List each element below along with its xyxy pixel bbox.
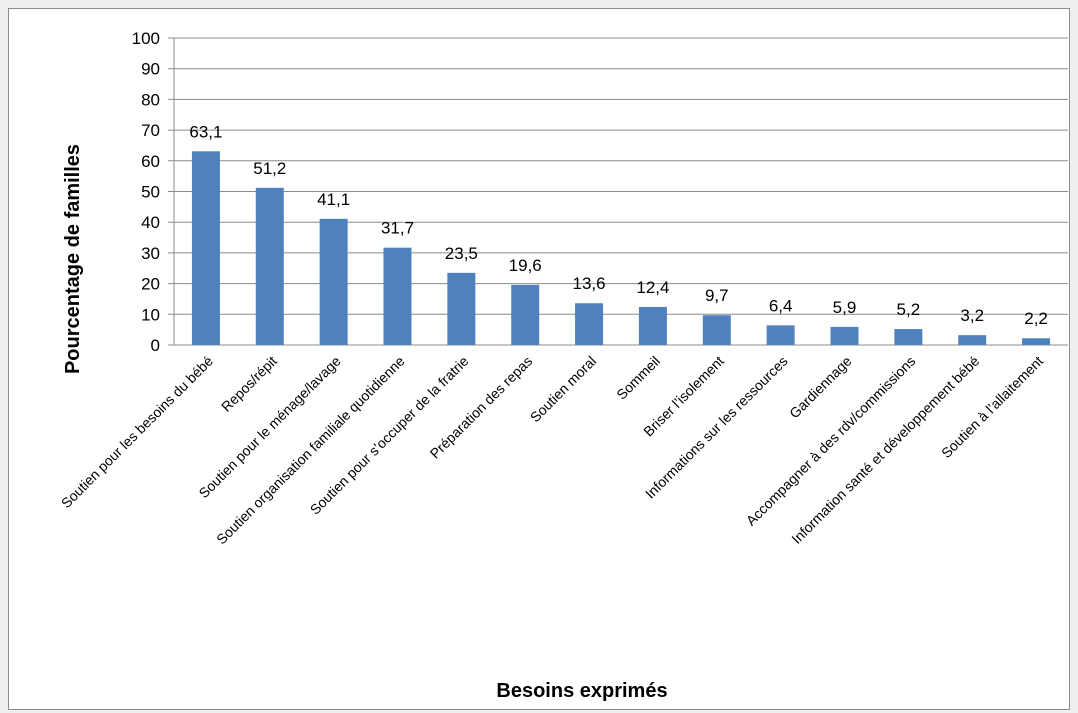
y-tick-label: 70	[141, 121, 160, 140]
data-label: 9,7	[705, 286, 729, 305]
bar	[703, 315, 731, 345]
bar	[384, 248, 412, 345]
category-label: Soutien moral	[527, 353, 599, 425]
y-axis-title: Pourcentage de familles	[62, 144, 84, 374]
category-label: Sommeil	[613, 353, 663, 403]
y-tick-label: 50	[141, 183, 160, 202]
data-label: 5,2	[897, 300, 921, 319]
y-tick-label: 60	[141, 152, 160, 171]
x-axis-title: Besoins exprimés	[496, 680, 667, 702]
bar	[958, 335, 986, 345]
bar	[1022, 338, 1050, 345]
category-label: Informations sur les ressources	[642, 353, 791, 502]
data-label: 63,1	[189, 122, 222, 141]
bar	[639, 307, 667, 345]
y-tick-label: 10	[141, 305, 160, 324]
y-tick-label: 20	[141, 275, 160, 294]
data-label: 51,2	[253, 159, 286, 178]
bar	[831, 327, 859, 345]
bar	[575, 303, 603, 345]
data-label: 2,2	[1024, 309, 1048, 328]
y-tick-label: 30	[141, 244, 160, 263]
y-tick-label: 100	[132, 29, 160, 48]
data-label: 6,4	[769, 296, 793, 315]
data-label: 41,1	[317, 190, 350, 209]
y-tick-label: 90	[141, 60, 160, 79]
category-labels: Soutien pour les besoins du bébé Repos/ré…	[58, 353, 1046, 548]
y-tick-label: 40	[141, 213, 160, 232]
y-tick-label: 0	[151, 336, 160, 355]
category-label: Gardiennage	[786, 353, 855, 422]
data-label: 13,6	[573, 274, 606, 293]
data-labels: 63,1 51,2 41,1 31,7 23,5 19,6 13,6 12,4 9,7 6,4 5,…	[189, 122, 1048, 328]
bar	[447, 273, 475, 345]
data-label: 3,2	[960, 306, 984, 325]
bars	[192, 151, 1050, 345]
category-label: Repos/répit	[218, 353, 280, 415]
bar	[511, 285, 539, 345]
gridlines	[168, 38, 1068, 345]
y-tick-label: 80	[141, 90, 160, 109]
bar	[256, 188, 284, 345]
data-label: 5,9	[833, 298, 857, 317]
bar	[192, 151, 220, 345]
bar	[894, 329, 922, 345]
category-label: Soutien pour les besoins du bébé	[58, 353, 216, 511]
bar	[320, 219, 348, 345]
data-label: 19,6	[509, 256, 542, 275]
bar	[767, 325, 795, 345]
data-label: 23,5	[445, 244, 478, 263]
data-label: 12,4	[636, 278, 669, 297]
y-axis: 0 10 20 30 40 50 60 70 80 90 100	[132, 29, 174, 355]
data-label: 31,7	[381, 219, 414, 238]
